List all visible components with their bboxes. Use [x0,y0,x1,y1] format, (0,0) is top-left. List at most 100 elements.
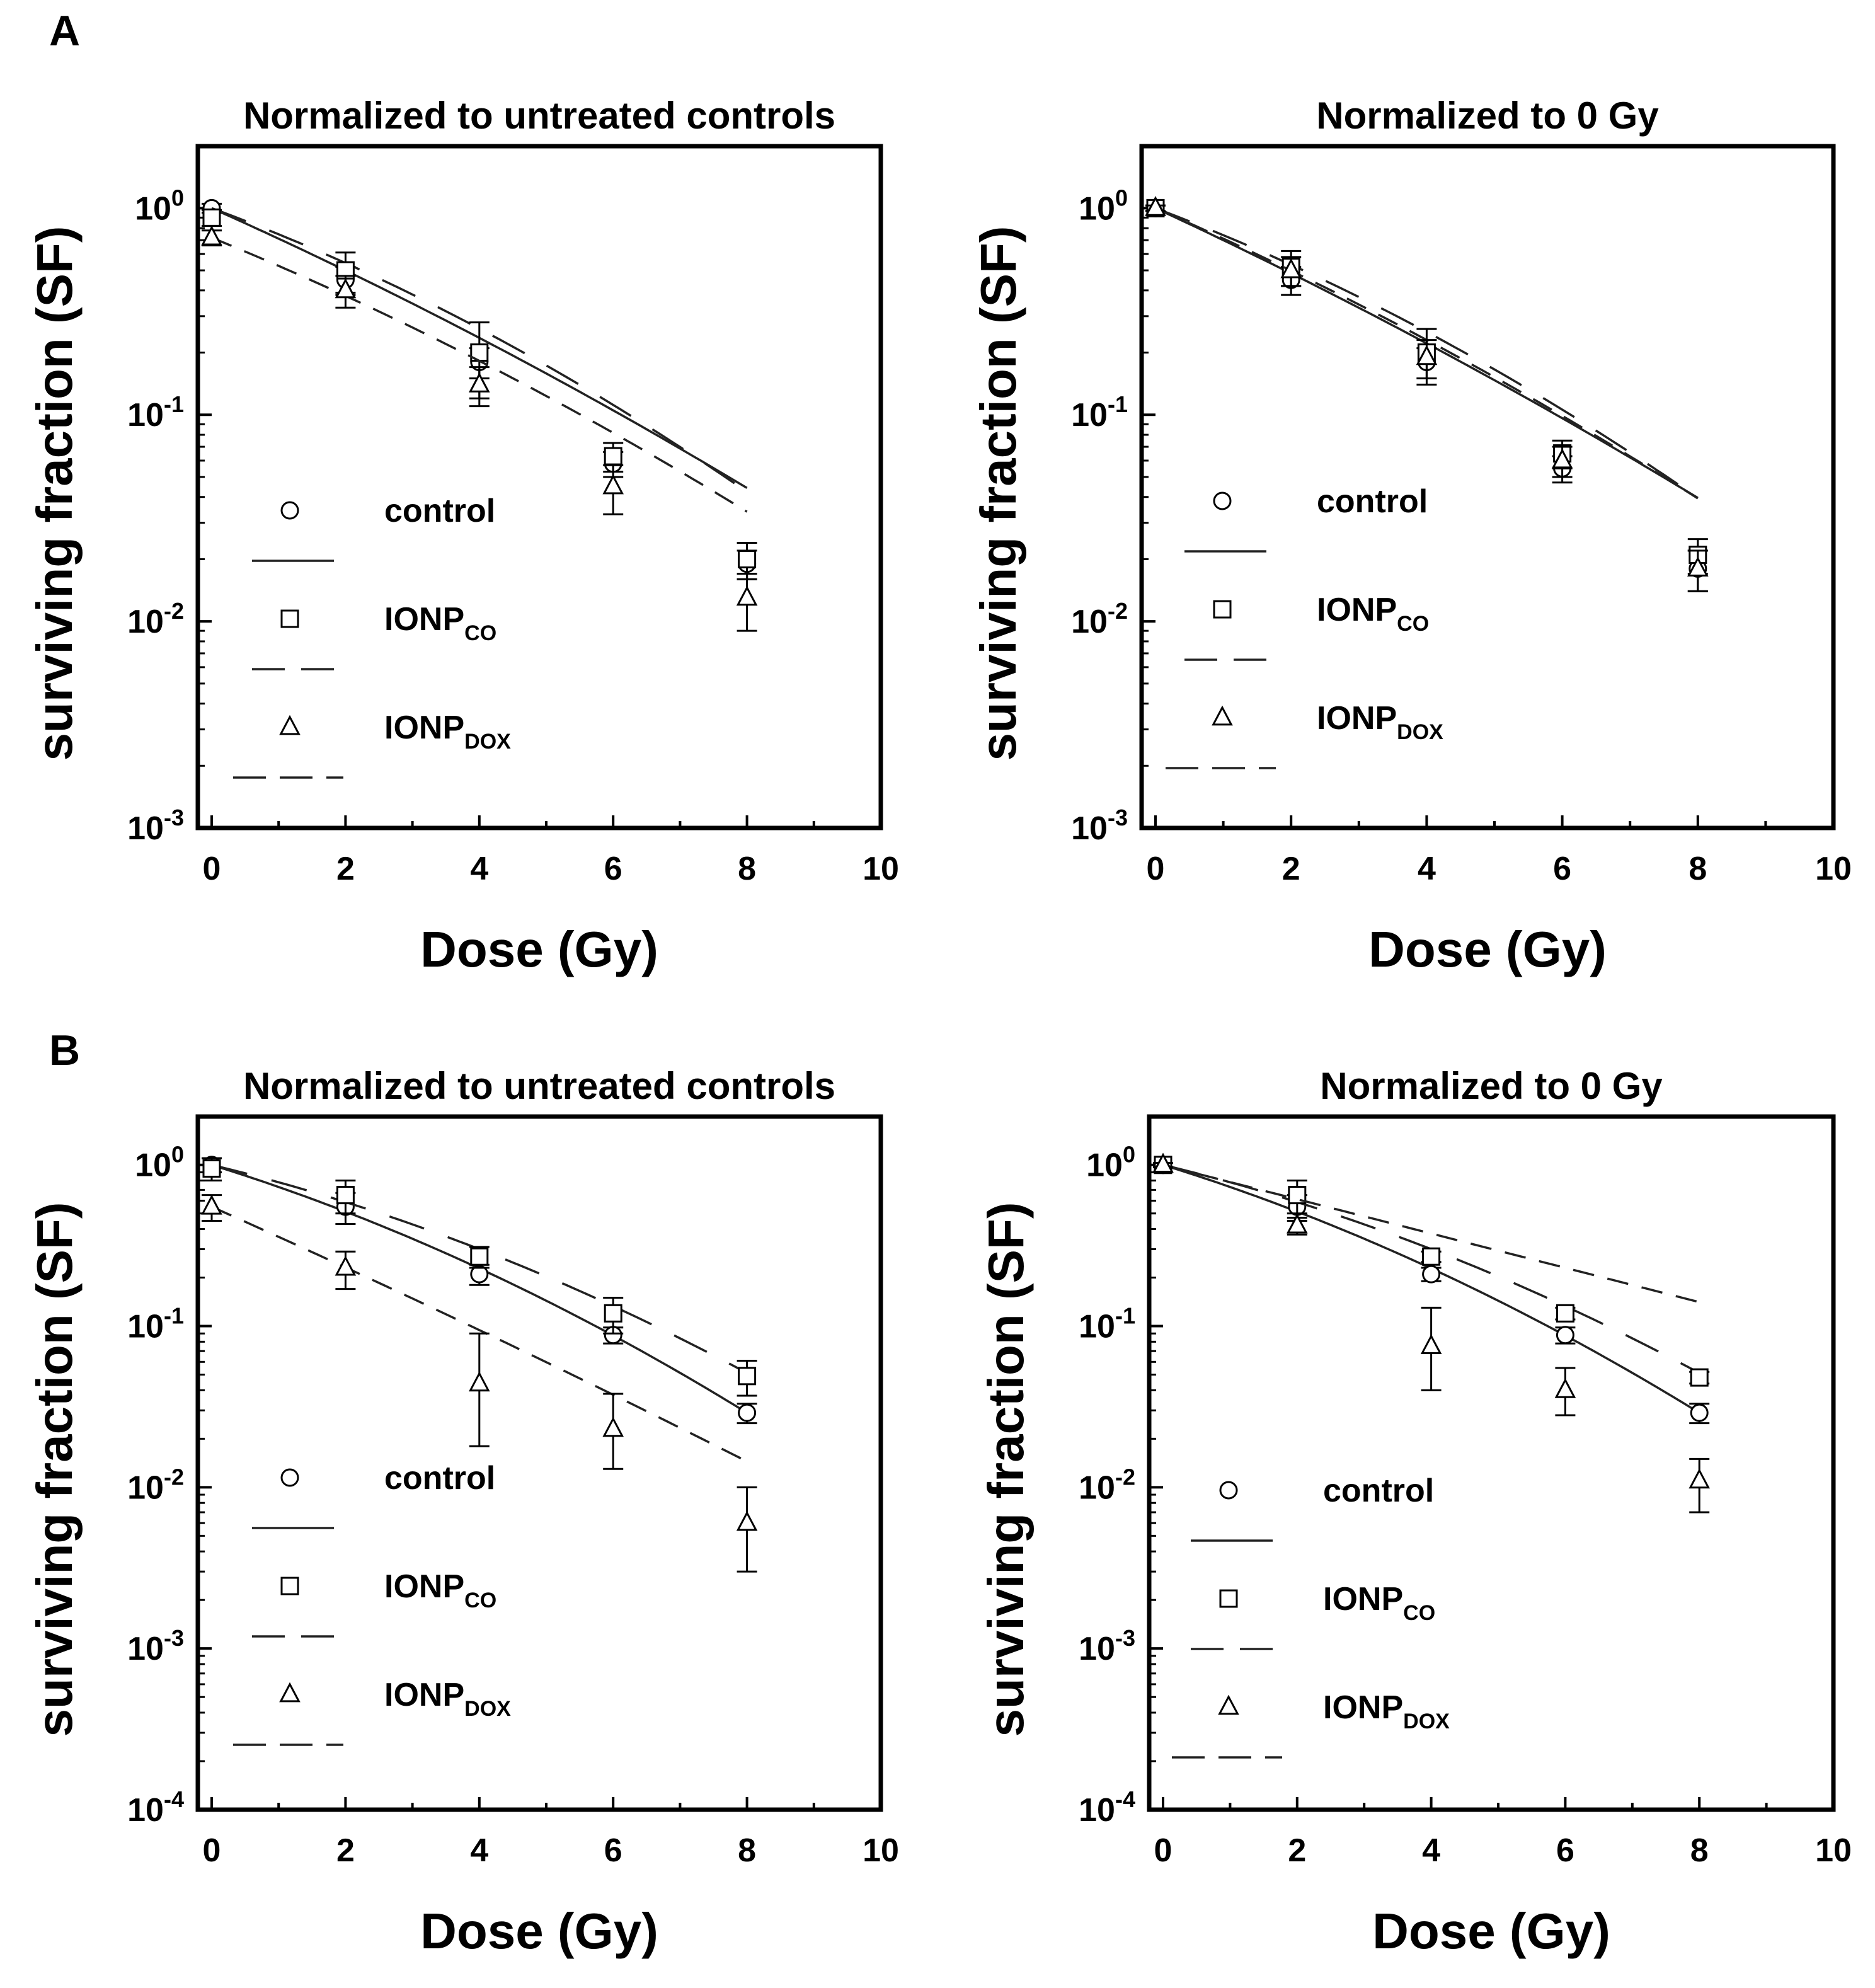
chart-title: Normalized to 0 Gy [1320,1065,1663,1107]
y-axis-label: surviving fraction (SF) [970,226,1026,761]
x-tick-label: 2 [1282,851,1300,887]
x-tick-label: 6 [604,851,622,887]
y-tick-label: 10-4 [127,1786,184,1829]
x-tick-label: 2 [1288,1832,1306,1869]
x-tick-label: 4 [1422,1832,1440,1869]
data-point-dox [602,474,624,495]
data-point-dox [469,372,490,393]
x-tick-label: 4 [1418,851,1436,887]
legend-marker-dox [1212,705,1233,726]
legend-marker-co [1213,600,1232,619]
data-point-dox [1145,196,1166,216]
data-point-co [738,549,757,568]
y-tick-label: 10-3 [127,1625,184,1667]
legend-marker-co [1219,1589,1238,1608]
chart-a-right: Normalized to 0 Gy 0 2 4 6 8 10 100 10-1 10-2 10-3… [970,95,1852,977]
x-tick-label: 0 [203,1832,221,1869]
data-point-dox [736,585,758,606]
x-tick-label: 6 [1553,851,1571,887]
data-point-co [1288,1186,1307,1205]
legend-marker-control [280,501,299,520]
data-point-dox [602,1416,624,1437]
y-axis-label: surviving fraction (SF) [26,226,83,761]
legend-label-dox: IONPDOX [1317,700,1443,744]
legend-label-co: IONPCO [384,601,496,645]
fit-line-co [1155,207,1699,499]
data-point-control [1422,1265,1441,1284]
y-tick-label: 10-2 [1071,598,1128,640]
legend-label-control: control [1323,1473,1434,1509]
legend-label-dox: IONPDOX [384,1677,511,1721]
data-point-dox [1554,1378,1576,1398]
x-tick-label: 8 [1690,1832,1709,1869]
x-tick-label: 10 [1815,1832,1852,1869]
x-tick-label: 4 [470,1832,488,1869]
legend-label-dox: IONPDOX [1323,1689,1450,1733]
x-tick-label: 2 [336,1832,355,1869]
chart-a-left: Normalized to untreated controls 0 2 4 6 8 10 1… [26,95,899,977]
legend-marker-co [280,1577,299,1595]
chart-title: Normalized to 0 Gy [1316,95,1659,137]
data-point-co [1556,1304,1574,1323]
x-axis-label: Dose (Gy) [1372,1903,1610,1959]
legend-marker-control [280,1468,299,1487]
x-axis-label: Dose (Gy) [420,1903,658,1959]
y-tick-label: 10-3 [127,805,184,847]
data-point-co [1422,1247,1441,1266]
y-tick-label: 100 [1086,1142,1135,1184]
x-tick-label: 4 [470,851,488,887]
fit-line-co [211,207,748,493]
data-point-dox [1416,345,1438,365]
data-point-dox [1152,1152,1174,1173]
legend-label-control: control [1317,483,1428,520]
y-tick-label: 10-1 [1079,1303,1135,1345]
data-point-co [202,1159,221,1178]
data-point-co [202,208,221,227]
x-axis-label: Dose (Gy) [1368,921,1607,977]
y-tick-label: 10-2 [127,598,184,640]
x-tick-label: 10 [863,851,899,887]
data-point-dox [1287,1213,1308,1234]
data-point-dox [1687,556,1709,577]
data-point-co [470,1247,489,1266]
legend-label-control: control [384,1460,495,1497]
legend-marker-dox [279,715,301,735]
data-point-dox [1420,1334,1442,1354]
data-point-dox [1689,1468,1710,1489]
legend-label-co: IONPCO [1323,1581,1435,1625]
data-point-control [738,1403,757,1422]
data-point-co [604,1304,622,1323]
y-tick-label: 10-3 [1071,805,1128,847]
plot-frame [195,144,883,830]
plot-frame [1139,144,1836,830]
y-tick-label: 10-1 [1071,391,1128,434]
data-point-dox [736,1510,758,1531]
data-point-control [1690,1403,1709,1422]
x-tick-label: 8 [738,1832,756,1869]
chart-title: Normalized to untreated controls [243,95,835,137]
data-point-dox [201,225,222,246]
legend-marker-control [1213,491,1232,510]
data-point-dox [1280,258,1302,279]
y-tick-label: 10-3 [1079,1625,1135,1667]
data-point-dox [469,1371,490,1392]
y-axis-label: surviving fraction (SF) [978,1202,1034,1737]
fit-line-dox [1162,1164,1700,1304]
x-tick-label: 6 [1556,1832,1574,1869]
legend-marker-dox [1218,1694,1239,1715]
legend-marker-control [1219,1481,1238,1500]
legend-label-dox: IONPDOX [384,710,511,754]
y-tick-label: 100 [135,1142,184,1184]
legend-label-co: IONPCO [1317,592,1429,636]
y-axis-label: surviving fraction (SF) [26,1202,83,1737]
y-tick-label: 100 [135,185,184,227]
legend-marker-dox [279,1682,301,1703]
x-tick-label: 0 [203,851,221,887]
y-tick-label: 10-2 [1079,1464,1135,1506]
data-point-co [604,447,622,466]
x-tick-label: 6 [604,1832,622,1869]
data-point-co [336,1186,355,1205]
legend-label-co: IONPCO [384,1568,496,1612]
y-tick-label: 100 [1079,185,1128,227]
data-point-control [1556,1326,1574,1345]
